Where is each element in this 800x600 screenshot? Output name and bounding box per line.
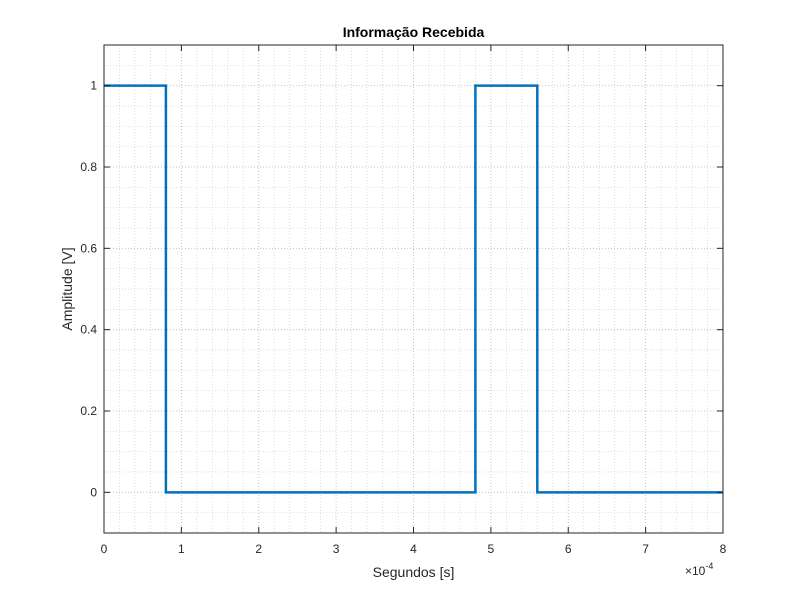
x-scale-base: ×10 <box>685 564 706 578</box>
y-tick-label: 0.4 <box>80 323 97 337</box>
x-tick-label: 2 <box>255 542 262 556</box>
chart-title: Informação Recebida <box>343 24 485 40</box>
x-tick-label: 5 <box>488 542 495 556</box>
y-tick-label: 0.2 <box>80 404 97 418</box>
y-tick-label: 0.6 <box>80 241 97 255</box>
x-tick-label: 6 <box>565 542 572 556</box>
x-tick-label: 3 <box>333 542 340 556</box>
series-layer <box>104 84 723 494</box>
x-tick-label: 7 <box>642 542 649 556</box>
series-line <box>104 84 723 494</box>
y-tick-label: 0 <box>90 485 97 499</box>
x-tick-label: 8 <box>720 542 727 556</box>
x-axis-scale-factor: ×10-4 <box>685 561 713 578</box>
x-tick-label: 4 <box>410 542 417 556</box>
axis-ticks <box>103 45 724 533</box>
y-tick-label: 0.8 <box>80 160 97 174</box>
y-tick-labels: 0 0.2 0.4 0.6 0.8 1 <box>80 79 97 500</box>
y-axis-label: Amplitude [V] <box>59 247 75 330</box>
y-tick-label: 1 <box>90 79 97 93</box>
x-scale-exponent: -4 <box>705 561 713 571</box>
x-tick-label: 1 <box>178 542 185 556</box>
x-tick-labels: 0 1 2 3 4 5 6 7 8 <box>101 542 727 556</box>
x-tick-label: 0 <box>101 542 108 556</box>
x-axis-label: Segundos [s] <box>373 564 455 580</box>
